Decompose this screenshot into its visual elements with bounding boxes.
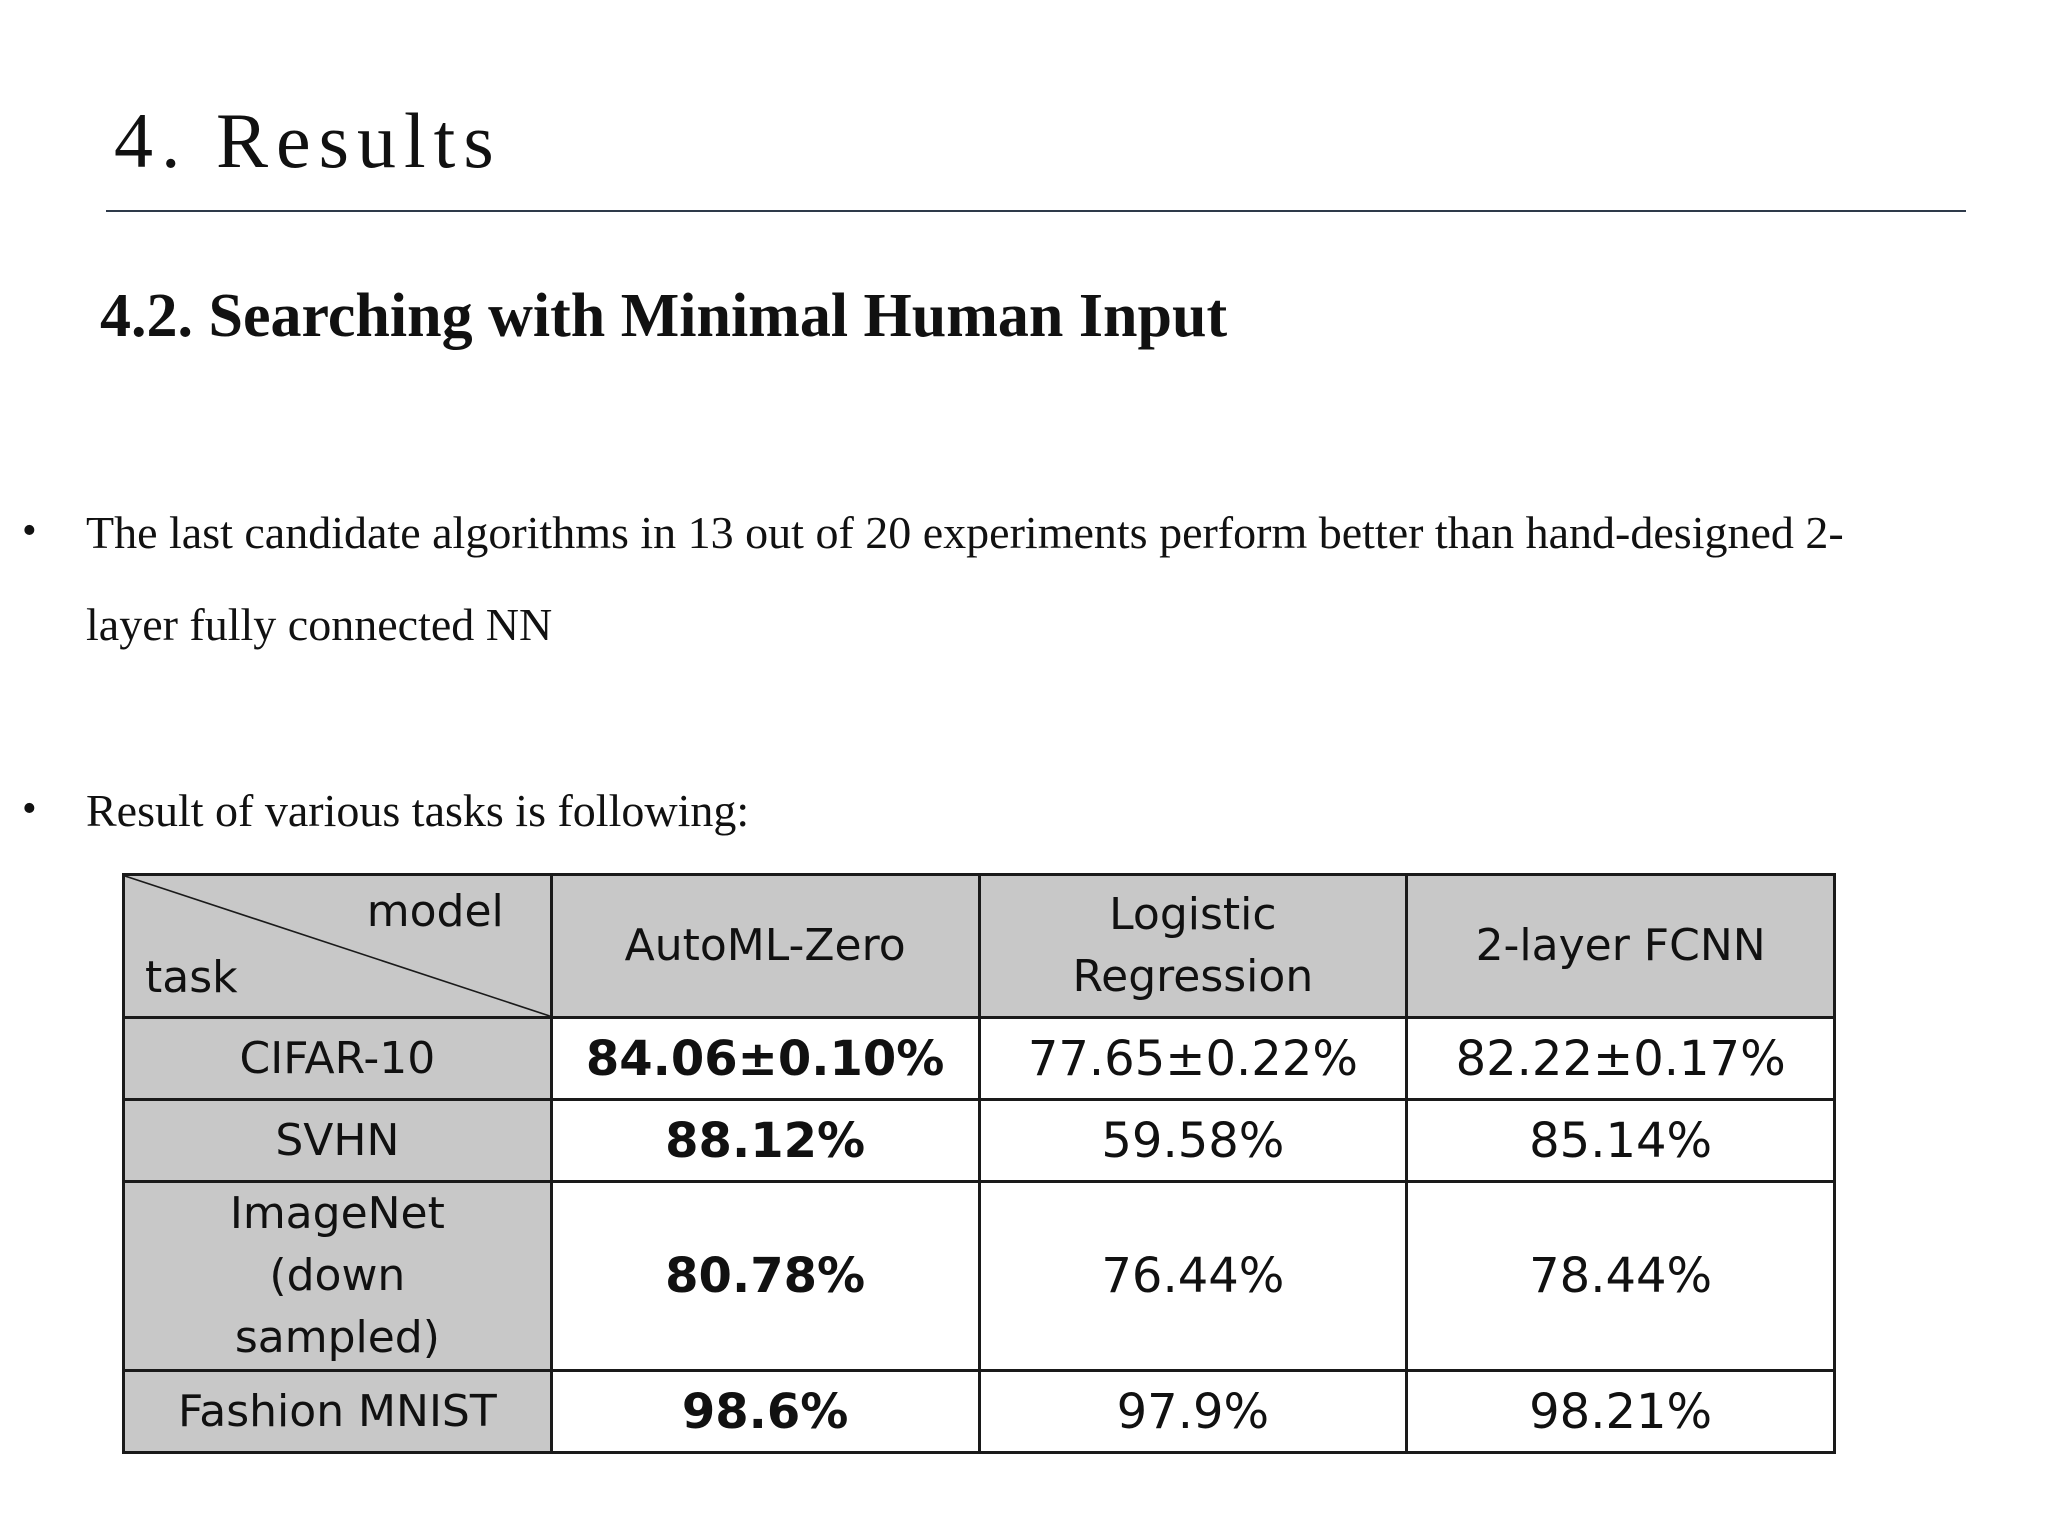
corner-header-cell: model task (122, 873, 553, 1019)
table-cell: 97.9% (977, 1369, 1409, 1454)
column-header-logistic-regression: Logistic Regression (977, 873, 1409, 1019)
table-row: Fashion MNIST 98.6% 97.9% 98.21% (122, 1369, 1836, 1454)
table-cell: 77.65±0.22% (977, 1016, 1409, 1101)
table-row: CIFAR-10 84.06±0.10% 77.65±0.22% 82.22±0… (122, 1016, 1836, 1101)
table-cell-best: 80.78% (549, 1180, 981, 1372)
results-table: model task AutoML-Zero Logistic Regressi… (122, 873, 1836, 1454)
table-row: ImageNet (down sampled) 80.78% 76.44% 78… (122, 1180, 1836, 1372)
table-cell-best: 88.12% (549, 1098, 981, 1183)
column-header-automl-zero: AutoML-Zero (549, 873, 981, 1019)
subsection-title: 4.2. Searching with Minimal Human Input (100, 282, 1228, 350)
title-divider (106, 210, 1966, 212)
bullet-text-results-intro: Result of various tasks is following: (86, 785, 750, 836)
table-cell: 82.22±0.17% (1405, 1016, 1836, 1101)
section-title: 4. Results (114, 97, 502, 184)
row-header-task: SVHN (122, 1098, 553, 1183)
table-cell: 76.44% (977, 1180, 1409, 1372)
table-header-row: model task AutoML-Zero Logistic Regressi… (122, 873, 1836, 1019)
column-header-2-layer-fcnn: 2-layer FCNN (1405, 873, 1836, 1019)
bullet-marker: • (22, 508, 37, 554)
corner-task-label: task (145, 952, 238, 1003)
table-cell: 59.58% (977, 1098, 1409, 1183)
table-row: SVHN 88.12% 59.58% 85.14% (122, 1098, 1836, 1183)
row-header-task: Fashion MNIST (122, 1369, 553, 1454)
table-cell: 98.21% (1405, 1369, 1836, 1454)
bullet-marker: • (22, 786, 37, 832)
corner-model-label: model (366, 886, 504, 937)
row-header-task: CIFAR-10 (122, 1016, 553, 1101)
table-cell-best: 84.06±0.10% (549, 1016, 981, 1101)
table-cell: 78.44% (1405, 1180, 1836, 1372)
table-cell: 85.14% (1405, 1098, 1836, 1183)
row-header-task: ImageNet (down sampled) (122, 1180, 553, 1372)
table-cell-best: 98.6% (549, 1369, 981, 1454)
diagonal-divider (125, 876, 550, 1016)
bullet-text-experiments: The last candidate algorithms in 13 out … (86, 507, 1844, 650)
